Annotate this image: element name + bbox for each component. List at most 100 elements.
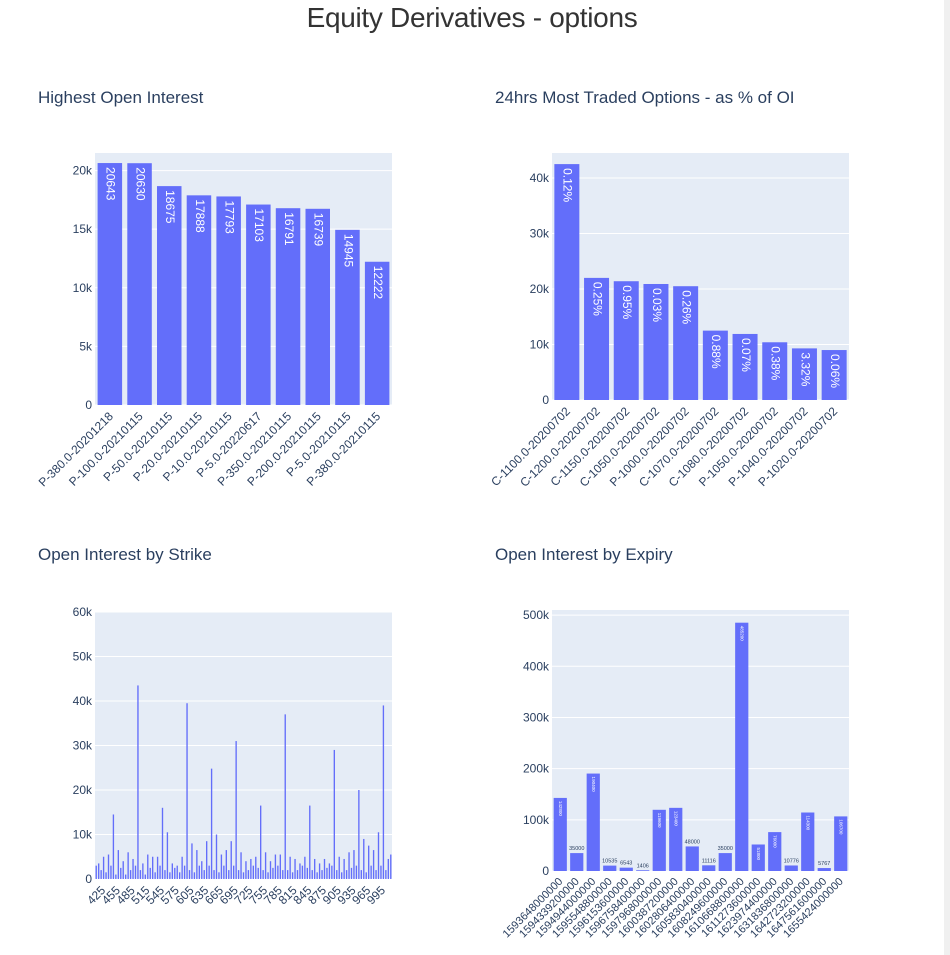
bar[interactable] <box>144 874 146 879</box>
bar[interactable] <box>341 872 343 879</box>
bar[interactable] <box>821 350 847 400</box>
bar[interactable] <box>233 865 235 879</box>
bar[interactable] <box>216 196 241 405</box>
bar[interactable] <box>95 865 97 879</box>
bar[interactable] <box>134 865 137 879</box>
bar[interactable] <box>768 832 782 871</box>
bar[interactable] <box>142 863 144 879</box>
bar[interactable] <box>817 868 831 871</box>
bar[interactable] <box>296 870 299 879</box>
bar[interactable] <box>242 872 245 879</box>
bar[interactable] <box>225 850 227 879</box>
bar[interactable] <box>289 856 291 879</box>
bar[interactable] <box>333 749 335 879</box>
bar[interactable] <box>301 865 304 879</box>
bar[interactable] <box>299 863 301 879</box>
bar[interactable] <box>702 330 728 400</box>
bar[interactable] <box>120 867 122 879</box>
bar[interactable] <box>215 834 218 880</box>
bar[interactable] <box>156 856 159 879</box>
bar[interactable] <box>702 865 716 871</box>
bar[interactable] <box>343 858 345 879</box>
bar[interactable] <box>193 872 196 879</box>
bar[interactable] <box>213 870 215 879</box>
bar[interactable] <box>335 229 360 405</box>
bar[interactable] <box>372 850 375 879</box>
bar[interactable] <box>267 872 269 879</box>
bar[interactable] <box>586 773 600 871</box>
bar[interactable] <box>791 348 817 400</box>
bar[interactable] <box>669 807 683 871</box>
bar[interactable] <box>107 854 110 879</box>
bar[interactable] <box>345 870 348 879</box>
bar[interactable] <box>306 867 308 879</box>
bar[interactable] <box>149 867 151 879</box>
bar[interactable] <box>291 872 294 879</box>
bar[interactable] <box>179 872 181 879</box>
bar[interactable] <box>377 832 380 879</box>
bar[interactable] <box>370 865 372 879</box>
bar[interactable] <box>97 163 123 405</box>
bar[interactable] <box>237 870 240 879</box>
bar[interactable] <box>338 856 340 879</box>
bar[interactable] <box>203 870 205 879</box>
bar[interactable] <box>314 858 316 879</box>
bar[interactable] <box>364 261 390 405</box>
bar[interactable] <box>240 852 242 879</box>
bar[interactable] <box>380 865 382 879</box>
bar[interactable] <box>100 870 102 879</box>
bar[interactable] <box>235 741 237 879</box>
bar[interactable] <box>127 163 152 405</box>
bar[interactable] <box>554 164 580 400</box>
bar[interactable] <box>110 865 112 879</box>
scrollbar[interactable] <box>944 0 950 955</box>
bar[interactable] <box>196 850 198 879</box>
bar[interactable] <box>132 858 134 879</box>
bar[interactable] <box>137 685 139 879</box>
bar[interactable] <box>218 872 220 879</box>
bar[interactable] <box>230 841 232 879</box>
bar[interactable] <box>169 872 171 879</box>
bar[interactable] <box>636 870 650 871</box>
bar[interactable] <box>328 863 331 879</box>
bar[interactable] <box>201 861 203 879</box>
bar[interactable] <box>208 865 210 879</box>
bar[interactable] <box>336 870 338 879</box>
bar[interactable] <box>801 812 815 871</box>
bar[interactable] <box>652 809 666 871</box>
bar[interactable] <box>161 807 164 879</box>
bar[interactable] <box>284 714 286 879</box>
bar[interactable] <box>171 863 173 879</box>
bar[interactable] <box>166 832 169 879</box>
bar[interactable] <box>188 870 191 879</box>
bar[interactable] <box>260 805 262 879</box>
bar[interactable] <box>784 865 798 871</box>
bar[interactable] <box>718 853 732 871</box>
bar[interactable] <box>368 845 370 879</box>
bar[interactable] <box>210 768 213 879</box>
bar[interactable] <box>282 870 284 879</box>
bar[interactable] <box>223 865 225 879</box>
bar[interactable] <box>331 865 333 879</box>
bar[interactable] <box>154 872 156 879</box>
bar[interactable] <box>321 870 323 879</box>
bar[interactable] <box>272 867 274 879</box>
bar[interactable] <box>127 852 129 879</box>
bar[interactable] <box>762 342 788 400</box>
bar[interactable] <box>294 858 296 879</box>
bar[interactable] <box>673 286 699 400</box>
bar[interactable] <box>228 870 230 879</box>
bar[interactable] <box>246 204 271 405</box>
bar[interactable] <box>255 856 257 879</box>
bar[interactable] <box>732 333 758 400</box>
bar[interactable] <box>553 797 567 871</box>
bar[interactable] <box>157 186 182 405</box>
bar[interactable] <box>353 850 355 879</box>
bar[interactable] <box>264 852 267 879</box>
bar[interactable] <box>375 870 377 879</box>
bar[interactable] <box>183 865 186 879</box>
bar[interactable] <box>125 874 127 879</box>
bar[interactable] <box>206 841 208 879</box>
bar[interactable] <box>382 705 385 879</box>
bar[interactable] <box>834 816 848 871</box>
